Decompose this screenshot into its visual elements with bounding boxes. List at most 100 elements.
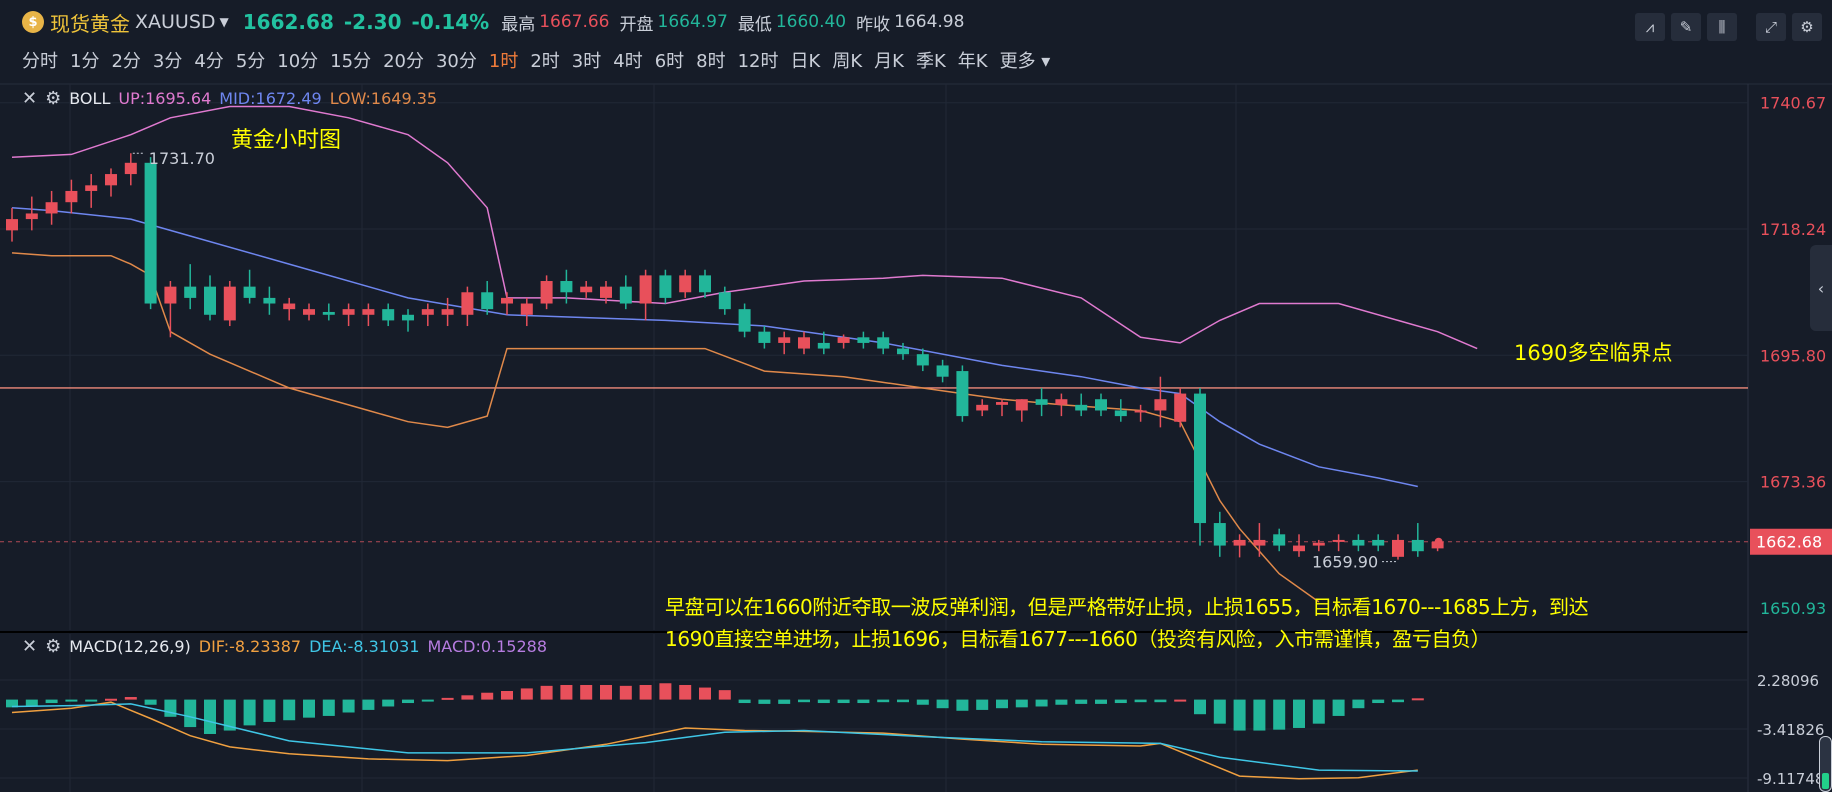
macd-bar [1114,699,1127,704]
macd-bar [778,699,791,704]
instrument-symbol[interactable]: XAUUSD [135,11,216,33]
period-tab[interactable]: 更多 ▾ [999,51,1051,72]
candle-body [540,281,553,304]
period-tab[interactable]: 10分 [277,51,319,72]
macd-settings-icon[interactable]: ⚙ [45,636,62,657]
period-tab[interactable]: 3时 [571,51,602,72]
macd-bar [1293,699,1305,728]
period-tab[interactable]: 30分 [435,51,477,72]
candle-body [461,292,474,315]
macd-dif-line [11,701,1418,780]
candle-body [223,286,236,321]
candle-body [1134,410,1147,413]
period-tab[interactable]: 3分 [152,51,183,72]
macd-bar [1352,699,1365,709]
quote-header: $ 现货黄金 XAUUSD ▼ 1662.68 -2.30 -0.14% 最高 … [0,0,1832,44]
annotation-line-1: 早盘可以在1660附近夺取一波反弹利润，但是严格带好止损，止损1655，目标看1… [665,595,1589,619]
candle-body [619,286,632,304]
fullscreen-icon[interactable]: ⤢ [1756,13,1786,41]
period-tab[interactable]: 季K [915,51,946,72]
macd-bar [6,699,18,708]
candle-body [738,309,751,332]
candle-body [1095,399,1107,411]
period-tab[interactable]: 年K [957,51,988,72]
period-tab[interactable]: 2分 [111,51,141,72]
prev-close-label: 昨收 [856,14,891,35]
macd-bar [877,699,890,703]
chevron-down-icon[interactable]: ▼ [219,15,229,29]
macd-bar [699,687,711,700]
candle-type-icon[interactable]: ⫼ [1707,13,1737,41]
price-change-pct: -0.14% [411,10,490,34]
macd-bar [540,685,553,700]
candle-body [1372,539,1385,546]
candle-body [1213,523,1226,546]
close-macd-icon[interactable]: ✕ [22,636,38,657]
price-axis-label: 1650.93 [1760,599,1826,618]
low-label: 最低 [737,14,772,35]
collapse-panel-icon[interactable]: ‹ [1810,245,1832,331]
macd-name: MACD(12,26,9) [69,637,191,656]
instrument-name[interactable]: 现货黄金 [50,11,130,36]
period-tab[interactable]: 1分 [70,51,100,72]
period-bar: 分时 1分 2分 3分 4分 5分 10分 15分 20分 30分 1时 2时 3时 4时 6时 8时 12时日… [22,44,1062,76]
period-tab[interactable]: 20分 [383,51,424,72]
period-tab[interactable]: 分时 [22,51,58,72]
candle-body [25,213,38,220]
macd-bar [659,683,672,700]
indicator-settings-icon[interactable]: ⚙ [45,88,62,109]
period-tab[interactable]: 1时 [488,51,519,72]
candle-body [303,309,315,315]
candle-body [105,174,117,186]
annotation-level: 1690多空临界点 [1514,341,1673,365]
candle-body [421,309,434,315]
candle-body [283,303,296,310]
period-tab[interactable]: 5分 [235,51,266,72]
period-tab[interactable]: 6时 [654,51,685,72]
candle-body [936,365,949,377]
high-label: 最高 [501,14,536,35]
candle-body [600,286,612,298]
draw-pen-icon[interactable]: ✎ [1671,13,1701,41]
period-tab[interactable]: 日K [790,51,821,72]
macd-bar [105,698,117,701]
prev-close-value: 1664.98 [894,12,965,32]
period-tab[interactable]: 2时 [530,51,560,72]
macd-bar [65,699,78,702]
candle-body [580,286,593,293]
macd-bar [1194,699,1206,715]
period-tab[interactable]: 月K [874,51,904,72]
candle-body [342,309,355,315]
macd-bar [956,699,969,711]
macd-bar [976,699,989,710]
period-tab[interactable]: 15分 [330,51,372,72]
candle-body [164,286,177,304]
macd-bar [1372,699,1385,704]
candle-body [817,342,830,349]
macd-bar [718,690,731,700]
macd-dif-value: DIF:-8.23387 [198,637,302,656]
period-tab[interactable]: 周K [832,51,863,72]
macd-bar [897,699,909,703]
period-tab[interactable]: 4分 [194,51,224,72]
candle-body [1075,404,1088,411]
macd-bar [798,699,810,703]
low-marker-label: 1659.90 [1312,553,1378,572]
candle-body [204,286,216,315]
macd-bar [639,684,652,700]
candle-body [382,309,395,321]
macd-scroll-handle[interactable] [1819,736,1832,792]
settings-icon[interactable]: ⚙ [1792,13,1822,41]
candle-body [481,292,494,310]
close-indicator-icon[interactable]: ✕ [22,88,38,109]
candle-body [1015,399,1028,411]
macd-bar [1095,699,1107,704]
indicator-icon[interactable]: ⩘ [1635,13,1665,41]
period-tab[interactable]: 8时 [696,51,726,72]
macd-bar [580,684,593,700]
macd-bar [85,699,98,702]
macd-bar [1233,699,1246,731]
period-tab[interactable]: 12时 [737,51,779,72]
period-tab[interactable]: 4时 [613,51,643,72]
